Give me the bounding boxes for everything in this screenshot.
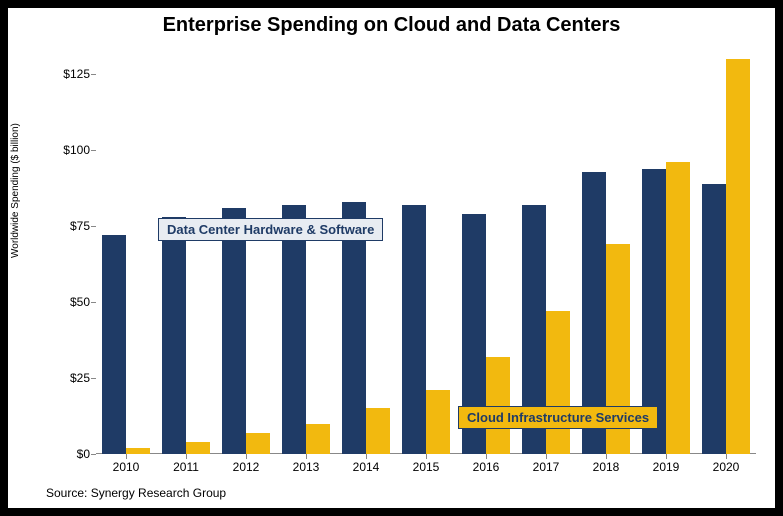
x-tick-mark (186, 454, 187, 459)
bars-container (96, 44, 756, 454)
x-tick-mark (126, 454, 127, 459)
bar-cloud (306, 424, 330, 454)
bar-group (396, 44, 456, 454)
source-text: Source: Synergy Research Group (46, 486, 226, 500)
bar-cloud (666, 162, 690, 454)
bar-datacenter (402, 205, 426, 454)
x-tick-mark (366, 454, 367, 459)
bar-group (336, 44, 396, 454)
bar-cloud (126, 448, 150, 454)
chart-frame: Enterprise Spending on Cloud and Data Ce… (8, 8, 775, 508)
y-tick-mark (91, 454, 96, 455)
x-tick-mark (426, 454, 427, 459)
chart-title: Enterprise Spending on Cloud and Data Ce… (8, 14, 775, 37)
y-tick-mark (91, 150, 96, 151)
y-axis-label: Worldwide Spending ($ billion) (10, 123, 21, 258)
x-tick-label: 2017 (533, 460, 560, 474)
y-tick-mark (91, 226, 96, 227)
bar-group (216, 44, 276, 454)
y-tick-label: $25 (70, 371, 90, 385)
bar-group (696, 44, 756, 454)
x-tick-mark (606, 454, 607, 459)
bar-group (276, 44, 336, 454)
y-tick-label: $125 (63, 67, 90, 81)
y-tick-mark (91, 74, 96, 75)
x-tick-label: 2010 (113, 460, 140, 474)
bar-group (96, 44, 156, 454)
bar-group (456, 44, 516, 454)
bar-datacenter (282, 205, 306, 454)
x-tick-mark (486, 454, 487, 459)
x-tick-label: 2012 (233, 460, 260, 474)
y-tick-label: $50 (70, 295, 90, 309)
legend-box: Data Center Hardware & Software (158, 218, 383, 241)
x-tick-label: 2011 (173, 460, 199, 474)
bar-datacenter (162, 217, 186, 454)
y-tick-label: $100 (63, 143, 90, 157)
bar-cloud (246, 433, 270, 454)
bar-cloud (546, 311, 570, 454)
bar-datacenter (222, 208, 246, 454)
x-tick-label: 2013 (293, 460, 320, 474)
x-tick-label: 2014 (353, 460, 380, 474)
x-tick-mark (306, 454, 307, 459)
x-tick-mark (666, 454, 667, 459)
x-tick-mark (726, 454, 727, 459)
x-tick-label: 2020 (713, 460, 740, 474)
plot-area: $0$25$50$75$100$125201020112012201320142… (96, 44, 756, 454)
x-tick-label: 2015 (413, 460, 440, 474)
x-tick-label: 2019 (653, 460, 680, 474)
bar-datacenter (102, 235, 126, 454)
bar-cloud (726, 59, 750, 454)
y-tick-label: $0 (77, 447, 90, 461)
bar-cloud (366, 408, 390, 454)
y-tick-mark (91, 302, 96, 303)
x-tick-label: 2018 (593, 460, 620, 474)
y-tick-label: $75 (70, 219, 90, 233)
bar-cloud (426, 390, 450, 454)
bar-group (516, 44, 576, 454)
x-tick-mark (546, 454, 547, 459)
y-tick-mark (91, 378, 96, 379)
bar-cloud (186, 442, 210, 454)
bar-group (576, 44, 636, 454)
bar-group (636, 44, 696, 454)
x-tick-label: 2016 (473, 460, 500, 474)
legend-box: Cloud Infrastructure Services (458, 406, 658, 429)
bar-datacenter (702, 184, 726, 454)
x-tick-mark (246, 454, 247, 459)
bar-group (156, 44, 216, 454)
